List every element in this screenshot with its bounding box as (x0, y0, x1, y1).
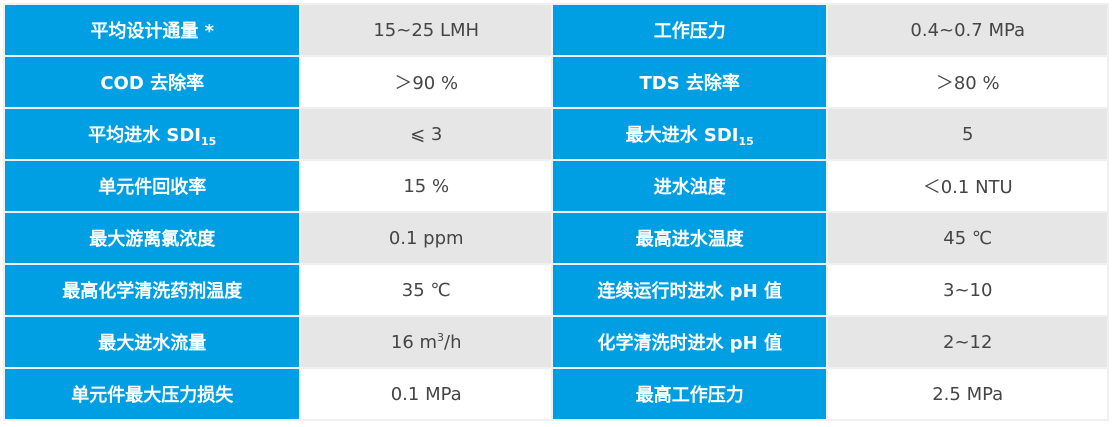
parameter-value-cell: 0.4~0.7 MPa (826, 3, 1109, 57)
parameter-label: 最高化学清洗药剂温度 (62, 281, 243, 302)
parameter-label-cell: 平均进水 SDI15 (2, 107, 302, 161)
parameter-label-cell: 平均设计通量 * (2, 3, 302, 57)
specifications-table: 平均设计通量 * 15~25 LMH 工作压力 0.4~0.7 MPa COD 去除率 ＞… (2, 3, 1109, 421)
parameter-value: 15~25 LMH (373, 19, 480, 41)
parameter-value-cell: 2~12 (826, 315, 1109, 369)
parameter-label-cell: 最大进水 SDI15 (550, 107, 829, 161)
parameter-label: 平均进水 SDI (88, 124, 201, 146)
parameter-label-cell: 单元件回收率 (2, 159, 302, 213)
parameter-label-cell: 最高化学清洗药剂温度 (2, 263, 302, 317)
table-row: 最大游离氯浓度 0.1 ppm 最高进水温度 45 ℃ (2, 211, 1109, 265)
parameter-value-cell: 15~25 LMH (299, 3, 553, 57)
parameter-value-cell: ＜0.1 NTU (826, 159, 1109, 213)
parameter-value: ＞90 % (394, 73, 459, 94)
parameter-value: 45 ℃ (943, 227, 993, 249)
parameter-label: 最大进水流量 (98, 333, 207, 354)
parameter-label: 连续运行时进水 pH 值 (597, 281, 782, 302)
parameter-label-cell: 最高进水温度 (550, 211, 829, 265)
parameter-label-cell: 工作压力 (550, 3, 829, 57)
parameter-label-cell: 进水浊度 (550, 159, 829, 213)
parameter-value-cell: 15 % (299, 159, 553, 213)
parameter-value: 15 % (403, 175, 450, 197)
parameter-value-cell: 3~10 (826, 263, 1109, 317)
parameter-value: 35 ℃ (401, 279, 451, 301)
table-row: 单元件最大压力损失 0.1 MPa 最高工作压力 2.5 MPa (2, 367, 1109, 421)
table-row: COD 去除率 ＞90 % TDS 去除率 ＞80 % (2, 55, 1109, 109)
parameter-label: 单元件最大压力损失 (71, 385, 234, 406)
parameter-label-cell: 最高工作压力 (550, 367, 829, 421)
parameter-value: 3~10 (943, 279, 993, 301)
parameter-label-cell: 最大游离氯浓度 (2, 211, 302, 265)
parameter-value-cell: ⩽ 3 (299, 107, 553, 161)
parameter-label: TDS 去除率 (639, 73, 740, 94)
parameter-label: 最高工作压力 (635, 385, 744, 406)
parameter-label-sub: 15 (200, 134, 217, 148)
parameter-value-cell: 2.5 MPa (826, 367, 1109, 421)
table-row: 最高化学清洗药剂温度 35 ℃ 连续运行时进水 pH 值 3~10 (2, 263, 1109, 317)
table-row: 平均设计通量 * 15~25 LMH 工作压力 0.4~0.7 MPa (2, 3, 1109, 57)
parameter-label: 工作压力 (653, 21, 726, 42)
parameter-label: 单元件回收率 (98, 177, 207, 198)
parameter-value-cell: 5 (826, 107, 1109, 161)
parameter-value: 0.4~0.7 MPa (910, 19, 1026, 41)
parameter-label: COD 去除率 (100, 73, 205, 94)
parameter-label: 最高进水温度 (635, 229, 744, 250)
parameter-value-cell: 45 ℃ (826, 211, 1109, 265)
parameter-value: 16 m (390, 332, 438, 353)
parameter-label-cell: TDS 去除率 (550, 55, 829, 109)
table-body: 平均设计通量 * 15~25 LMH 工作压力 0.4~0.7 MPa COD 去除率 ＞… (2, 3, 1109, 421)
table-row: 平均进水 SDI15 ⩽ 3 最大进水 SDI15 5 (2, 107, 1109, 161)
parameter-label-cell: 连续运行时进水 pH 值 (550, 263, 829, 317)
parameter-label: 平均设计通量 * (90, 21, 215, 42)
parameter-value: 0.1 MPa (390, 383, 462, 405)
parameter-value: 0.1 ppm (388, 227, 464, 249)
parameter-value: ⩽ 3 (410, 123, 443, 145)
parameter-label: 进水浊度 (653, 177, 726, 198)
parameter-label-cell: 最大进水流量 (2, 315, 302, 369)
parameter-label-cell: 单元件最大压力损失 (2, 367, 302, 421)
parameter-value-cell: 0.1 ppm (299, 211, 553, 265)
parameter-value-after: /h (444, 332, 462, 353)
parameter-value-cell: ＞90 % (299, 55, 553, 109)
parameter-value: 2.5 MPa (932, 383, 1004, 405)
parameter-value-cell: 0.1 MPa (299, 367, 553, 421)
parameter-value: 5 (962, 123, 974, 145)
parameter-label: 化学清洗时进水 pH 值 (597, 333, 782, 354)
parameter-value-cell: ＞80 % (826, 55, 1109, 109)
parameter-label-cell: COD 去除率 (2, 55, 302, 109)
parameter-value: ＞80 % (935, 73, 1000, 94)
parameter-value-cell: 16 m3/h (299, 315, 553, 369)
parameter-label-sub: 15 (738, 134, 754, 148)
parameter-label: 最大进水 SDI (625, 124, 739, 146)
parameter-value-cell: 35 ℃ (299, 263, 553, 317)
table-row: 单元件回收率 15 % 进水浊度 ＜0.1 NTU (2, 159, 1109, 213)
table-row: 最大进水流量 16 m3/h 化学清洗时进水 pH 值 2~12 (2, 315, 1109, 369)
parameter-value-sup: 3 (437, 331, 445, 344)
parameter-label-cell: 化学清洗时进水 pH 值 (550, 315, 829, 369)
parameter-value: ＜0.1 NTU (922, 177, 1013, 198)
parameter-value: 2~12 (943, 331, 993, 353)
parameter-label: 最大游离氯浓度 (89, 229, 216, 250)
